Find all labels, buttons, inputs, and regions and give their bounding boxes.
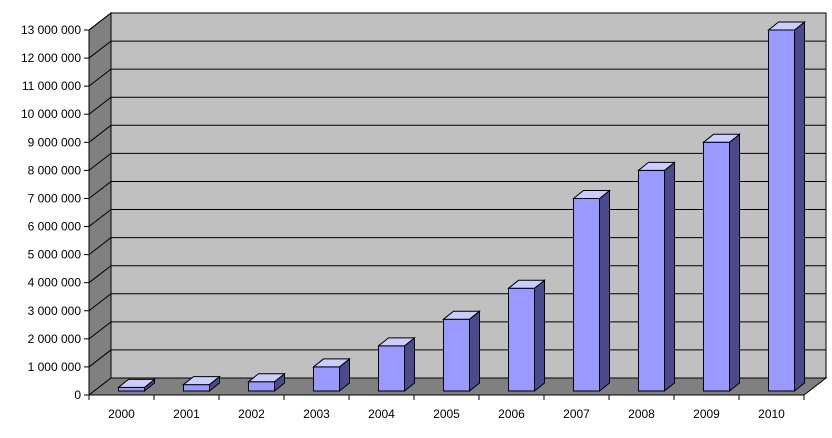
bar-side [729, 133, 740, 393]
bar-top [247, 373, 286, 383]
x-tick-label: 2007 [563, 407, 590, 421]
bar-front [183, 384, 210, 392]
bar-top [117, 378, 156, 388]
bar-side [599, 189, 610, 393]
bar [637, 161, 676, 393]
y-tick-label: 8 000 000 [28, 163, 82, 177]
bar-front [508, 287, 535, 392]
y-tick-label: 0 [74, 388, 81, 402]
x-tick-label: 2008 [628, 407, 655, 421]
bar-side [404, 336, 415, 393]
bar-front [768, 29, 795, 392]
gridline [88, 180, 826, 199]
bar-top [442, 310, 481, 320]
side-wall [88, 11, 112, 397]
bar-top [377, 337, 416, 347]
bar-top [182, 376, 221, 386]
bar [247, 372, 286, 393]
bar-front [573, 197, 600, 392]
gridline [88, 152, 826, 171]
y-tick-label: 6 000 000 [28, 220, 82, 234]
bar-top [767, 21, 806, 31]
y-tick-label: 5 000 000 [28, 248, 82, 262]
x-tick-label: 2002 [238, 407, 265, 421]
bar [507, 279, 546, 393]
gridline [88, 96, 826, 115]
bar-side [664, 161, 675, 393]
bar-top [507, 279, 546, 289]
y-tick-label: 9 000 000 [28, 135, 82, 149]
bar-front [443, 318, 470, 392]
bar [182, 375, 221, 393]
x-tick-label: 2004 [368, 407, 395, 421]
gridline [88, 12, 826, 31]
y-tick-label: 12 000 000 [21, 51, 81, 65]
y-tick-label: 10 000 000 [21, 107, 81, 121]
x-tick-label: 2010 [758, 407, 785, 421]
y-tick-label: 7 000 000 [28, 191, 82, 205]
bar [117, 378, 156, 393]
bar-front [248, 381, 275, 392]
bar-side [469, 310, 480, 393]
y-tick-label: 4 000 000 [28, 276, 82, 290]
gridline [88, 124, 826, 143]
bar-front [378, 345, 405, 392]
bar-top [312, 358, 351, 368]
x-tick-label: 2000 [108, 407, 135, 421]
bar-front [703, 141, 730, 392]
bar-side [534, 279, 545, 393]
x-tick-label: 2005 [433, 407, 460, 421]
x-tick-label: 2006 [498, 407, 525, 421]
x-tick-label: 2009 [693, 407, 720, 421]
y-tick-label: 11 000 000 [22, 79, 81, 93]
bar [377, 336, 416, 393]
x-tick-label: 2003 [303, 407, 330, 421]
bar [767, 20, 806, 393]
y-tick-label: 1 000 000 [28, 360, 82, 374]
bar-front [313, 366, 340, 392]
x-tick-label: 2001 [173, 407, 200, 421]
y-tick-label: 3 000 000 [28, 304, 82, 318]
chart-axes [88, 30, 804, 396]
gridline [88, 40, 826, 59]
bar-side [794, 20, 805, 393]
bar-front [638, 169, 665, 392]
bar [442, 310, 481, 393]
bar [572, 189, 611, 393]
bar-top [637, 161, 676, 171]
bar [702, 133, 741, 393]
bar-top [702, 133, 741, 143]
y-axis-ticks: 0 1 000 000 2 000 000 3 000 000 4 000 000 5 0… [21, 23, 89, 402]
gridline [88, 68, 826, 87]
bar-front [118, 386, 145, 392]
bar-top [572, 189, 611, 199]
y-tick-label: 2 000 000 [28, 332, 82, 346]
x-axis-ticks: 2000 2001 2002 2003 2004 2005 2006 2007 2008 2009… [88, 395, 805, 421]
chart-bars [117, 20, 806, 393]
y-tick-label: 13 000 000 [21, 23, 81, 37]
bar [312, 357, 351, 393]
